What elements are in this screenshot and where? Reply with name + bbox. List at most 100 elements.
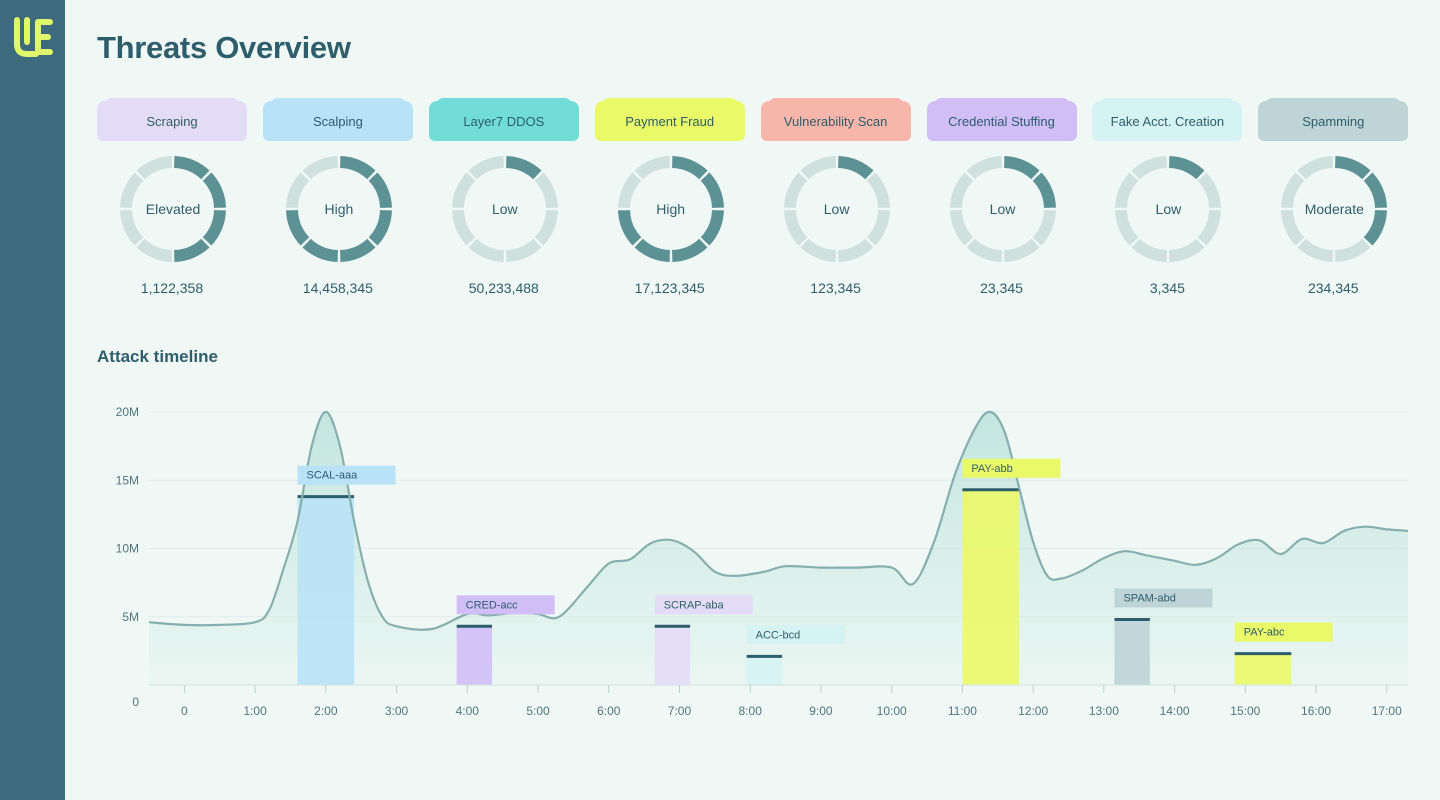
donut-segment (1169, 238, 1205, 262)
donut-segment (1115, 172, 1139, 209)
threat-level-donut (1281, 156, 1388, 262)
threat-card[interactable]: Layer7 DDOS Low 50,233,488 (428, 98, 579, 301)
donut-segment (451, 209, 476, 246)
donut-segment (468, 156, 505, 180)
threat-tab[interactable]: Payment Fraud (594, 98, 745, 141)
threat-tab[interactable]: Layer7 DDOS (428, 98, 579, 141)
donut-segment (120, 209, 144, 246)
attack-label-box[interactable] (456, 595, 555, 615)
threat-level-donut (120, 156, 226, 262)
donut-segment (202, 172, 226, 209)
donut-segment (783, 209, 808, 246)
threat-level-donut (783, 156, 890, 262)
donut-segment (202, 209, 226, 246)
attack-bar[interactable] (1234, 653, 1292, 685)
threat-level-label: Low (1155, 201, 1182, 217)
attack-label: PAY-abc (1244, 627, 1285, 639)
donut-segment (1335, 156, 1371, 180)
threat-level-donut (285, 156, 392, 262)
attack-label: ACC-bcd (756, 629, 801, 641)
donut-segment (136, 238, 173, 262)
donut-segment (468, 238, 505, 262)
threat-level-label: High (656, 201, 686, 217)
donut-segment (671, 156, 708, 180)
logo-icon[interactable] (12, 16, 54, 58)
x-tick-label: 8:00 (739, 704, 763, 718)
attack-bar[interactable] (962, 489, 1019, 685)
donut-segment (368, 172, 392, 209)
x-tick-label: 12:00 (1018, 704, 1048, 718)
attack-bar[interactable] (297, 496, 355, 685)
threat-card[interactable]: Spamming Moderate 234,345 (1258, 98, 1409, 301)
donut-segment (173, 156, 210, 180)
threat-count: 123,345 (810, 280, 861, 296)
donut-segment (1169, 156, 1205, 180)
donut-segment (1197, 209, 1222, 246)
attack-label-box[interactable] (654, 595, 753, 615)
threat-tab[interactable]: Spamming (1258, 98, 1409, 141)
donut-segment (966, 238, 1002, 262)
threat-tab[interactable]: Fake Acct. Creation (1092, 98, 1243, 141)
threat-card[interactable]: Scraping Elevated 1,122,358 (97, 98, 247, 301)
donut-segment (1032, 209, 1056, 246)
x-tick-label: 17:00 (1372, 704, 1402, 718)
threat-tab[interactable]: Scalping (262, 98, 413, 141)
donut-segment (866, 172, 890, 209)
threat-card[interactable]: Payment Fraud High 17,123,345 (594, 98, 745, 301)
donut-segment (302, 238, 339, 262)
attack-bar[interactable] (1114, 619, 1150, 685)
attack-label-box[interactable] (1234, 622, 1333, 642)
donut-segment (866, 209, 890, 246)
attack-bar[interactable] (746, 656, 783, 685)
x-tick-label: 14:00 (1160, 704, 1190, 718)
donut-segment (1032, 172, 1056, 209)
donut-segment (1197, 172, 1222, 209)
donut-segment (617, 209, 642, 246)
x-tick-label: 6:00 (597, 704, 621, 718)
x-tick-label: 3:00 (385, 704, 409, 718)
attack-bar[interactable] (654, 626, 691, 685)
donut-segment (505, 238, 542, 262)
threat-count: 1,122,358 (140, 280, 204, 296)
attack-label-box[interactable] (962, 458, 1061, 478)
donut-segment (1335, 238, 1371, 262)
x-tick-label: 7:00 (668, 704, 692, 718)
y-tick-label: 5M (122, 610, 139, 624)
donut-segment (783, 172, 808, 209)
timeline-area (149, 411, 1408, 685)
threat-level-donut (451, 156, 558, 262)
threat-tab[interactable]: Credential Stuffing (926, 98, 1077, 141)
threat-level-donut (949, 156, 1056, 262)
threat-card[interactable]: Scalping High 14,458,345 (262, 98, 413, 301)
y-tick-label: 15M (116, 473, 139, 487)
donut-segment (1363, 209, 1388, 246)
x-tick-label: 13:00 (1089, 704, 1119, 718)
x-tick-label: 9:00 (809, 704, 833, 718)
attack-label-box[interactable] (1114, 588, 1213, 608)
threat-card[interactable]: Vulnerability Scan Low 123,345 (760, 98, 911, 301)
donut-segment (800, 156, 836, 180)
threat-tab[interactable]: Vulnerability Scan (760, 98, 911, 141)
threat-tab[interactable]: Scraping (97, 98, 247, 141)
donut-segment (634, 156, 670, 180)
donut-segment (1281, 209, 1305, 246)
x-tick-label: 2:00 (314, 704, 338, 718)
y-tick-label: 20M (116, 405, 139, 419)
threat-level-label: Low (491, 201, 518, 217)
attack-label-box[interactable] (297, 465, 396, 485)
y-tick-label: 10M (116, 542, 139, 556)
threat-card[interactable]: Credential Stuffing Low 23,345 (926, 98, 1077, 301)
donut-segment (671, 238, 708, 262)
donut-segment (1003, 156, 1039, 180)
donut-segment (136, 156, 173, 180)
donut-segment (700, 209, 724, 246)
x-tick-label: 16:00 (1301, 704, 1331, 718)
attack-bar[interactable] (456, 626, 493, 685)
threat-card[interactable]: Fake Acct. Creation Low 3,345 (1092, 98, 1243, 301)
donut-segment (949, 172, 973, 209)
attack-label: CRED-acc (466, 599, 518, 611)
attack-timeline-chart: 20M 15M 10M 5M 0 SCAL-aaa CRED-acc SCRAP-aba ACC… (116, 405, 1409, 718)
attack-label-box[interactable] (746, 625, 845, 645)
threat-level-label: Low (823, 201, 850, 217)
page-title: Threats Overview (97, 30, 351, 65)
